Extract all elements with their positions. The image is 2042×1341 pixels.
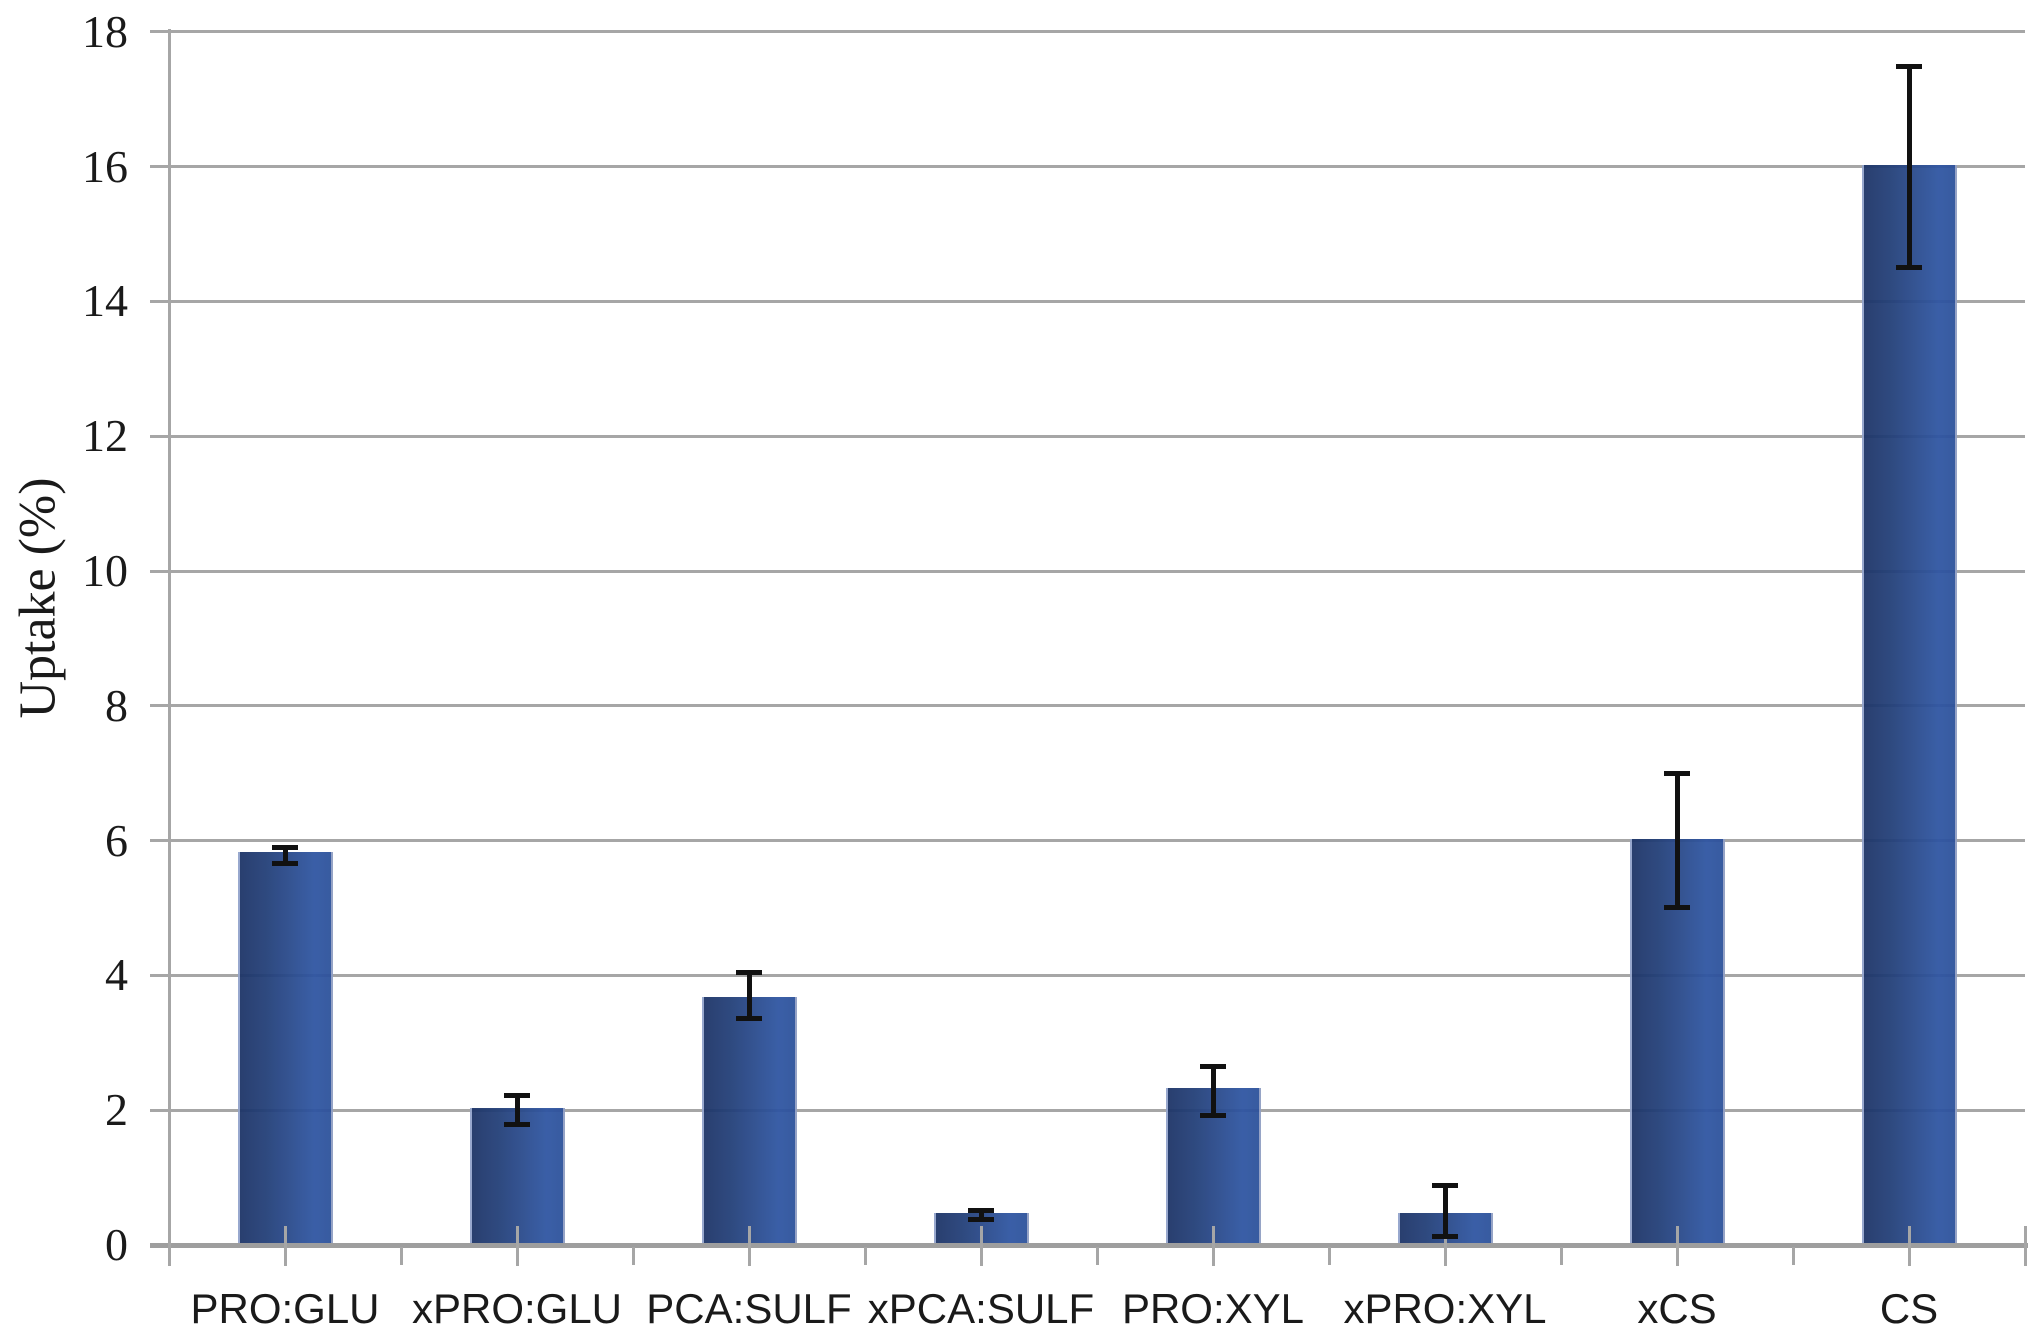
error-bar-cap-bottom	[1664, 905, 1690, 910]
gridline	[150, 1108, 2025, 1112]
error-bar-cap-top	[1432, 1183, 1458, 1188]
error-bar-cap-top	[736, 970, 762, 976]
x-tick-label: PCA:SULF	[646, 1285, 852, 1332]
x-tick-label: PRO:GLU	[190, 1285, 380, 1332]
x-tick-minor	[863, 1247, 867, 1265]
error-bar-cap-bottom	[968, 1217, 994, 1223]
error-bar-cap-top	[504, 1093, 530, 1099]
error-bar-line	[282, 846, 288, 865]
error-bar-cap-top	[272, 844, 298, 850]
error-bar-cap-top	[1664, 771, 1690, 777]
x-tick-minor	[1095, 1247, 1099, 1265]
gridline	[150, 973, 2025, 977]
bar	[237, 852, 333, 1243]
error-bar-cap-bottom	[1200, 1112, 1226, 1118]
error-bar-cap-top	[1200, 1064, 1226, 1070]
error-bar-cap-bottom	[1432, 1233, 1458, 1239]
x-tick-label: CS	[1879, 1285, 1939, 1332]
x-tick-major	[1907, 1226, 1911, 1266]
x-tick-label: PRO:XYL	[1121, 1285, 1305, 1332]
error-bar-cap-top	[968, 1207, 994, 1213]
x-tick-minor	[399, 1247, 403, 1265]
error-bar-cap-bottom	[504, 1122, 530, 1128]
x-tick-major	[283, 1226, 287, 1266]
x-tick-label: xPRO:GLU	[411, 1285, 623, 1332]
x-tick-major	[1211, 1226, 1215, 1266]
error-bar-line	[1906, 65, 1912, 268]
y-tick-label: 18	[82, 5, 128, 57]
error-bar-line	[978, 1209, 984, 1221]
gridline	[150, 299, 2025, 303]
y-tick-label: 0	[105, 1219, 128, 1270]
error-bar-line	[1674, 773, 1680, 908]
gridline	[150, 704, 2025, 708]
error-bar-line	[746, 972, 752, 1020]
y-tick-label: 14	[82, 275, 128, 327]
y-tick-label: 4	[105, 949, 128, 1001]
y-tick-label: 12	[82, 410, 128, 462]
x-tick-major	[1675, 1226, 1679, 1266]
x-tick-major	[515, 1226, 519, 1266]
gridline	[150, 30, 2025, 34]
x-tick-minor	[631, 1247, 635, 1265]
gridline	[150, 839, 2025, 843]
y-tick-label: 2	[105, 1084, 128, 1136]
error-bar-line	[514, 1095, 520, 1125]
error-bar-cap-top	[1896, 63, 1922, 69]
y-tick-label: 16	[82, 140, 128, 192]
x-tick-major	[2023, 1226, 2027, 1266]
x-tick-minor	[1327, 1247, 1331, 1265]
x-tick-major	[167, 1226, 171, 1266]
x-tick-minor	[1559, 1247, 1563, 1265]
x-axis-line	[150, 1243, 2028, 1248]
x-tick-major	[979, 1226, 983, 1266]
gridline	[150, 569, 2025, 573]
error-bar-cap-bottom	[736, 1016, 762, 1022]
x-tick-label: xPCA:SULF	[867, 1285, 1095, 1332]
gridline	[150, 434, 2025, 438]
y-tick-label: 6	[105, 814, 128, 866]
error-bar-cap-bottom	[1896, 264, 1922, 270]
error-bar-line	[1210, 1066, 1216, 1116]
y-axis-line	[167, 29, 171, 1260]
bar	[469, 1108, 565, 1243]
gridline	[150, 165, 2025, 169]
x-tick-label: xPRO:XYL	[1343, 1285, 1547, 1332]
y-tick-label: 10	[82, 545, 128, 596]
bar	[701, 996, 797, 1243]
x-tick-major	[1443, 1226, 1447, 1266]
x-tick-minor	[1791, 1247, 1795, 1265]
error-bar-cap-bottom	[272, 861, 298, 867]
error-bar-line	[1442, 1185, 1448, 1237]
x-tick-major	[747, 1226, 751, 1266]
bar	[1861, 164, 1957, 1243]
x-tick-label: xCS	[1637, 1285, 1717, 1332]
y-tick-label: 8	[105, 679, 128, 731]
